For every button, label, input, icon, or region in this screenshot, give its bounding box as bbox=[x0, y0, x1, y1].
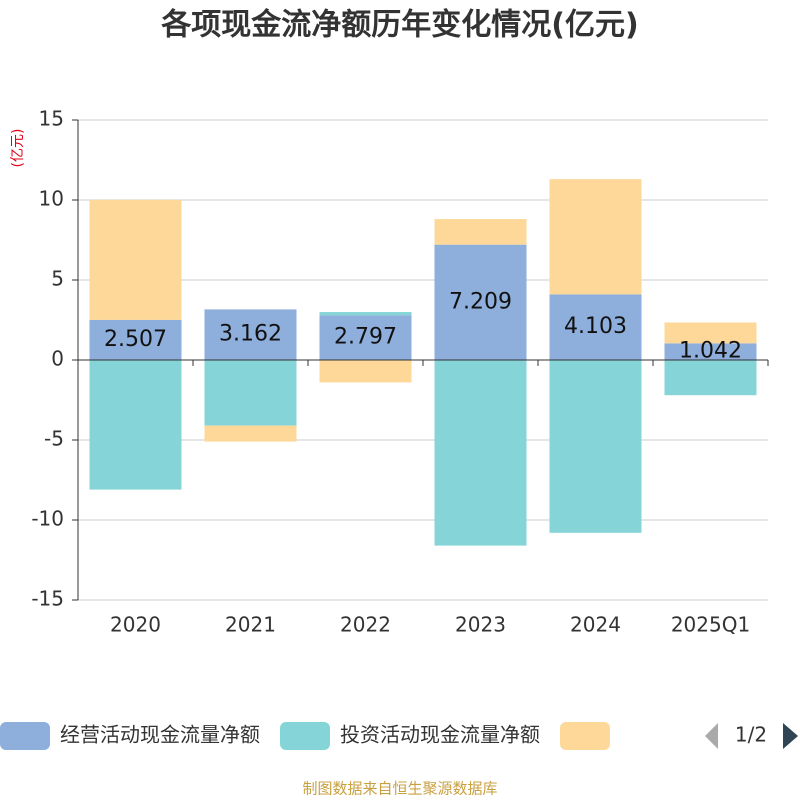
bar bbox=[434, 219, 527, 245]
data-label: 7.209 bbox=[449, 289, 512, 314]
y-tick-label: -10 bbox=[31, 507, 64, 531]
bar bbox=[549, 179, 642, 295]
bar bbox=[664, 343, 757, 360]
y-tick-label: -5 bbox=[44, 427, 64, 451]
y-tick-label: 0 bbox=[51, 347, 64, 371]
bar bbox=[664, 322, 757, 344]
legend-page: 1/2 bbox=[735, 723, 767, 747]
y-tick-label: 15 bbox=[39, 107, 64, 131]
bar bbox=[89, 360, 182, 490]
data-label: 2.797 bbox=[334, 325, 397, 350]
y-axis-label: (亿元) bbox=[10, 129, 26, 168]
bar bbox=[549, 294, 642, 360]
legend-swatch bbox=[0, 722, 50, 750]
bar bbox=[204, 425, 297, 442]
legend-swatch bbox=[280, 722, 330, 750]
x-tick-label: 2021 bbox=[225, 613, 276, 637]
data-label: 4.103 bbox=[564, 314, 627, 339]
data-label: 2.507 bbox=[104, 327, 167, 352]
bar bbox=[319, 315, 412, 360]
data-label: 3.162 bbox=[219, 322, 282, 347]
bar bbox=[664, 360, 757, 396]
x-tick-label: 2025Q1 bbox=[671, 613, 750, 637]
bar bbox=[434, 360, 527, 546]
bar bbox=[89, 199, 182, 320]
x-tick-label: 2023 bbox=[455, 613, 506, 637]
source-note: 制图数据来自恒生聚源数据库 bbox=[302, 780, 497, 798]
legend-swatch bbox=[560, 722, 610, 750]
chart-title: 各项现金流净额历年变化情况(亿元) bbox=[160, 8, 638, 43]
legend-next[interactable] bbox=[783, 723, 798, 749]
legend-label: 投资活动现金流量净额 bbox=[340, 723, 540, 747]
y-tick-label: 10 bbox=[39, 187, 64, 211]
bar bbox=[549, 360, 642, 533]
y-tick-label: -15 bbox=[31, 587, 64, 611]
x-tick-label: 2024 bbox=[570, 613, 621, 637]
y-tick-label: 5 bbox=[51, 267, 64, 291]
x-tick-label: 2022 bbox=[340, 613, 391, 637]
x-tick-label: 2020 bbox=[110, 613, 161, 637]
legend-prev[interactable] bbox=[705, 723, 718, 749]
bar bbox=[89, 319, 182, 360]
legend-label: 经营活动现金流量净额 bbox=[60, 723, 260, 747]
bar bbox=[319, 312, 412, 316]
bar bbox=[204, 309, 297, 360]
bar bbox=[434, 244, 527, 360]
bar bbox=[204, 360, 297, 426]
data-label: 1.042 bbox=[679, 339, 742, 364]
bar bbox=[319, 360, 412, 383]
